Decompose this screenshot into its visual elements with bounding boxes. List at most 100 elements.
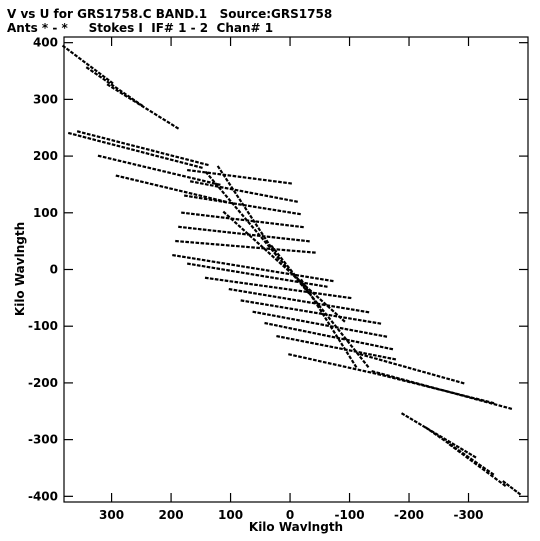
uv-point	[264, 194, 269, 198]
uv-point	[374, 344, 379, 348]
uv-point	[267, 207, 272, 211]
uv-point	[253, 228, 258, 233]
uv-point	[322, 360, 327, 364]
uv-point	[342, 365, 347, 369]
uv-point	[291, 238, 296, 241]
uv-point	[111, 143, 116, 147]
uv-point	[206, 265, 211, 269]
uv-point	[304, 284, 309, 289]
uv-point	[159, 184, 164, 188]
uv-point	[237, 209, 242, 214]
uv-point	[327, 361, 332, 365]
uv-point	[488, 401, 493, 405]
uv-point	[428, 429, 434, 434]
uv-point	[122, 160, 127, 164]
uv-point	[378, 334, 383, 337]
uv-point	[464, 395, 469, 399]
uv-point	[106, 137, 111, 141]
uv-point	[357, 318, 362, 322]
uv-point	[347, 296, 352, 300]
uv-point	[363, 331, 368, 335]
uv-point	[305, 320, 310, 324]
uv-point	[274, 277, 279, 280]
uv-point	[153, 112, 158, 117]
uv-point	[257, 292, 262, 296]
uv-point	[284, 278, 289, 282]
x-tick-label: -300	[453, 508, 483, 522]
uv-point	[257, 178, 262, 181]
uv-point	[135, 149, 140, 153]
uv-point	[459, 447, 464, 451]
uv-point	[183, 190, 188, 194]
uv-point	[289, 271, 294, 276]
uv-point	[269, 322, 274, 326]
uv-point	[235, 244, 240, 248]
uv-point	[227, 197, 232, 203]
uv-point	[266, 247, 271, 250]
uv-point	[271, 236, 276, 239]
uv-point	[222, 173, 226, 178]
uv-point	[405, 414, 410, 419]
uv-point	[318, 284, 323, 288]
uv-point	[61, 44, 67, 49]
uv-point	[106, 80, 111, 85]
uv-point	[250, 272, 255, 276]
uv-point	[115, 174, 120, 178]
uv-point	[232, 174, 237, 178]
uv-point	[149, 182, 154, 186]
uv-point	[516, 491, 522, 496]
uv-point	[281, 316, 286, 319]
uv-point	[169, 158, 174, 162]
uv-point	[222, 210, 227, 215]
uv-point	[477, 464, 482, 469]
uv-point	[191, 177, 196, 181]
uv-point	[241, 202, 245, 207]
uv-point	[276, 252, 281, 257]
uv-point	[219, 169, 224, 174]
uv-point	[336, 328, 341, 333]
uv-point	[279, 197, 284, 201]
uv-point	[181, 174, 186, 178]
uv-point	[379, 345, 384, 349]
uv-point	[445, 440, 450, 445]
uv-point	[289, 199, 294, 202]
uv-point	[147, 166, 152, 170]
uv-point	[293, 288, 298, 292]
uv-point	[385, 373, 391, 378]
uv-point	[289, 268, 294, 273]
uv-point	[197, 227, 202, 231]
uv-point	[177, 254, 181, 258]
uv-point	[226, 268, 230, 272]
uv-point	[271, 314, 276, 318]
uv-point	[339, 347, 343, 351]
uv-point	[257, 227, 262, 232]
uv-point	[155, 150, 160, 154]
uv-point	[310, 341, 314, 345]
uv-point	[265, 275, 270, 279]
uv-point	[117, 159, 122, 163]
uv-point	[239, 281, 244, 285]
uv-point	[397, 363, 402, 367]
uv-point	[468, 452, 473, 456]
uv-point	[272, 295, 277, 299]
uv-point	[274, 196, 279, 200]
uv-point	[344, 327, 349, 331]
uv-point	[221, 268, 226, 271]
uv-point	[363, 352, 368, 355]
y-tick-label: 100	[33, 206, 58, 220]
uv-point	[184, 162, 189, 166]
uv-point	[198, 194, 203, 198]
uv-point	[300, 278, 304, 283]
uv-point	[269, 304, 274, 307]
uv-point	[252, 237, 257, 242]
uv-point	[345, 307, 350, 311]
uv-point	[181, 255, 186, 259]
uv-point	[203, 197, 208, 201]
uv-point	[313, 300, 318, 305]
uv-point	[473, 461, 478, 466]
uv-point	[86, 132, 91, 136]
uv-point	[300, 339, 305, 343]
uv-point	[155, 154, 160, 158]
uv-point	[376, 371, 381, 375]
uv-point	[192, 227, 197, 230]
